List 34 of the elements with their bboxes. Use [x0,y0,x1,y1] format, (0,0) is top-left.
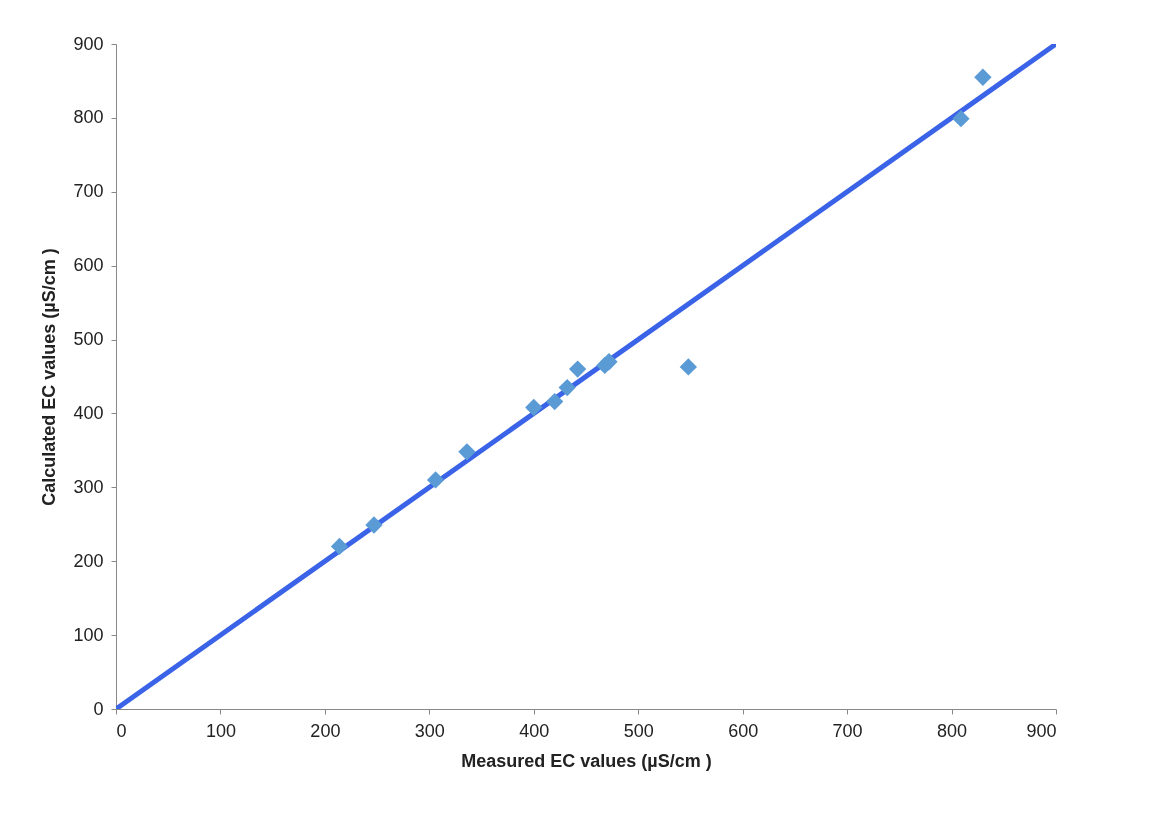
point [365,516,383,534]
x-tick-label: 0 [116,720,127,741]
y-tick-label: 600 [73,255,104,276]
y-tick-label: 200 [73,550,104,571]
x-tick-label: 600 [728,720,759,741]
y-tick-label: 500 [73,329,104,350]
point [546,392,564,411]
y-tick-label: 900 [73,33,104,54]
x-axis-title: Measured EC values (µS/cm ) [461,750,712,771]
x-tick-label: 800 [937,720,968,741]
point [525,398,543,417]
y-tick-label: 100 [73,624,104,645]
y-tick-label: 800 [73,107,104,128]
point [952,109,970,128]
x-tick-label: 700 [832,720,863,741]
x-tick-label: 500 [623,720,654,741]
y-axis-title: Calculated EC values (µS/cm ) [39,248,60,506]
point [600,353,618,371]
point [974,68,992,86]
point [426,471,445,489]
x-tick-label: 200 [310,720,341,741]
x-tick-label: 300 [414,720,445,741]
point [679,358,698,376]
y-tick-label: 700 [73,181,104,202]
y-tick-label: 0 [93,698,104,719]
point [568,360,587,378]
point [458,443,476,461]
x-tick-label: 400 [519,720,550,741]
x-tick-label: 900 [1026,720,1057,741]
x-tick-label: 100 [205,720,236,741]
point [330,537,349,556]
point [558,378,576,397]
y-tick-label: 400 [73,402,104,423]
y-tick-label: 300 [73,476,104,497]
